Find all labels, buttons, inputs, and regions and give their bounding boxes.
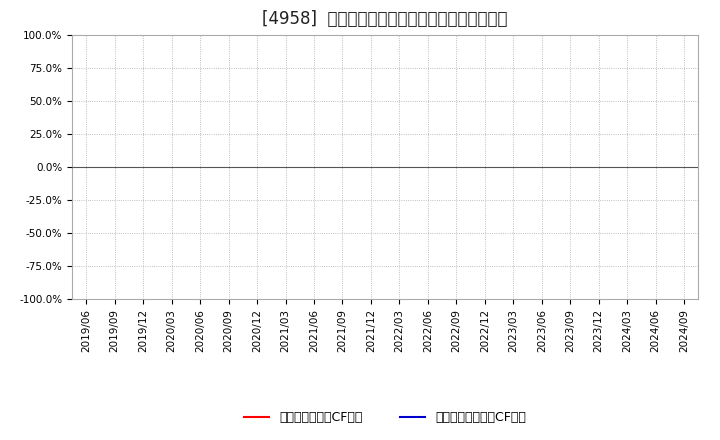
Title: [4958]  有利子負債キャッシュフロー比率の推移: [4958] 有利子負債キャッシュフロー比率の推移: [263, 10, 508, 28]
Legend: 有利子負債営業CF比率, 有利子負債フリーCF比率: 有利子負債営業CF比率, 有利子負債フリーCF比率: [238, 405, 532, 430]
